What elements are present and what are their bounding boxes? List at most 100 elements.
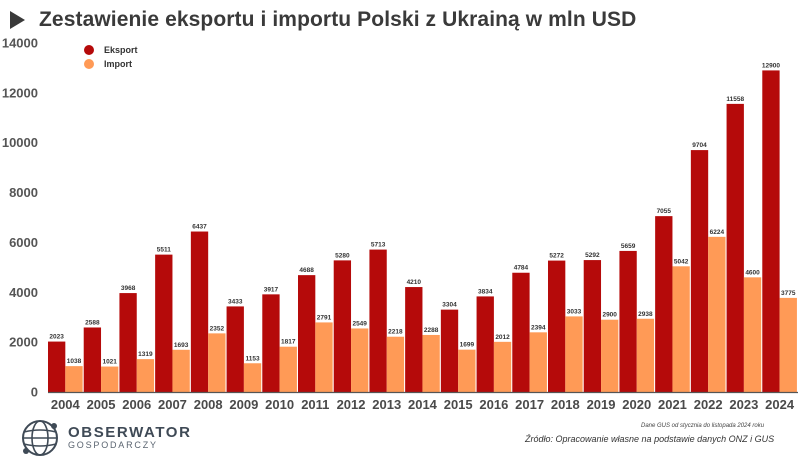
bar-import (65, 366, 83, 392)
x-axis: 2004 2005 2006 2007 2008 2009 2010 2011 2012 2013… (48, 391, 798, 412)
bar-eksport (190, 231, 209, 392)
x-tick-label: 2011 (301, 397, 329, 412)
x-tick-label: 2015 (444, 397, 473, 412)
bar-eksport (762, 70, 780, 393)
bar-import (743, 277, 762, 392)
y-tick-label: 6000 (9, 235, 38, 250)
data-label: 1021 (102, 359, 117, 366)
bar-eksport (369, 249, 387, 392)
bar-import (243, 363, 262, 392)
bar-eksport (440, 309, 459, 392)
data-label: 5713 (371, 242, 386, 249)
y-axis: 0 2000 4000 6000 8000 10000 12000 14000 (2, 36, 38, 400)
x-tick-label: 2022 (694, 397, 723, 412)
data-label: 1319 (138, 351, 153, 358)
logo-title: OBSERWATOR (68, 423, 192, 441)
data-label: 2791 (317, 314, 332, 321)
source-note: Źródło: Opracowanie własne na podstawie … (525, 434, 775, 444)
x-tick-label: 2012 (337, 397, 366, 412)
y-tick-label: 10000 (2, 135, 38, 150)
bar-import (315, 322, 333, 392)
data-label: 3834 (478, 288, 493, 295)
x-tick-label: 2019 (587, 397, 616, 412)
bar-eksport (476, 296, 494, 392)
bars: 2023 1038 2588 1021 3968 1319 5511 1693 6437 2352… (48, 62, 797, 393)
x-tick-label: 2010 (265, 397, 294, 412)
bar-eksport (119, 293, 137, 392)
bar-import (779, 297, 797, 392)
data-label: 3304 (442, 302, 457, 309)
data-label: 5272 (549, 253, 564, 260)
legend-label: Eksport (104, 45, 138, 55)
legend-marker (84, 59, 94, 69)
data-label: 3917 (264, 286, 279, 293)
data-label: 2588 (85, 319, 100, 326)
data-label: 2288 (424, 327, 439, 334)
bar-import (208, 333, 226, 392)
bar-import (529, 332, 547, 392)
bar-eksport (48, 341, 66, 392)
y-tick-label: 12000 (2, 85, 38, 100)
data-label: 3033 (567, 308, 582, 315)
data-label: 4210 (407, 279, 422, 286)
bar-import (386, 336, 405, 392)
data-label: 4600 (745, 269, 760, 276)
data-label: 3968 (121, 285, 136, 292)
data-label: 5511 (157, 247, 171, 254)
data-label: 6437 (192, 224, 207, 231)
legend: Eksport Import (84, 45, 138, 69)
data-label: 2938 (638, 311, 653, 318)
data-note: Dane GUS od stycznia do listopada 2024 r… (641, 423, 765, 429)
bar-eksport (619, 250, 637, 392)
bar-eksport (298, 275, 316, 392)
x-tick-label: 2008 (194, 397, 223, 412)
bar-eksport (583, 260, 602, 392)
x-tick-label: 2021 (658, 397, 687, 412)
x-tick-label: 2023 (729, 397, 758, 412)
data-label: 1153 (245, 355, 259, 362)
x-tick-label: 2018 (551, 397, 580, 412)
data-label: 2549 (352, 320, 367, 327)
bar-import (708, 236, 726, 392)
bar-import (101, 366, 119, 392)
y-tick-label: 0 (31, 385, 38, 400)
bar-import (672, 266, 690, 392)
bar-eksport (262, 294, 280, 392)
title-row: Zestawienie eksportu i importu Polski z … (10, 4, 636, 36)
data-label: 4688 (299, 267, 314, 274)
data-label: 1693 (174, 342, 189, 349)
y-tick-label: 4000 (9, 285, 38, 300)
data-label: 1038 (67, 358, 82, 365)
x-tick-label: 2009 (229, 397, 258, 412)
globe-icon (22, 420, 58, 456)
bar-eksport (405, 287, 423, 392)
x-tick-label: 2005 (87, 397, 116, 412)
data-label: 5280 (335, 252, 350, 259)
data-label: 12900 (762, 62, 780, 69)
data-label: 5042 (674, 258, 689, 265)
logo: OBSERWATOR GOSPODARCZY (20, 418, 192, 458)
data-label: 5292 (585, 252, 600, 259)
x-tick-label: 2013 (372, 397, 401, 412)
bar-import (636, 318, 655, 392)
bar-import (136, 359, 155, 392)
bar-eksport (83, 327, 102, 392)
data-label: 7055 (657, 208, 672, 215)
bar-eksport (690, 150, 709, 392)
data-label: 4784 (514, 265, 529, 272)
bar-import (172, 349, 190, 392)
play-arrow-icon (10, 11, 25, 29)
x-tick-label: 2007 (158, 397, 187, 412)
x-tick-label: 2014 (408, 397, 438, 412)
bar-import (458, 349, 476, 392)
x-tick-label: 2004 (51, 397, 81, 412)
bar-import (279, 346, 297, 392)
bar-eksport (333, 260, 352, 392)
y-tick-label: 14000 (2, 36, 38, 51)
y-tick-label: 8000 (9, 185, 38, 200)
data-label: 1699 (460, 342, 475, 349)
logo-subtitle: GOSPODARCZY (68, 440, 158, 451)
bar-eksport (512, 272, 530, 392)
data-label: 11558 (726, 96, 744, 103)
